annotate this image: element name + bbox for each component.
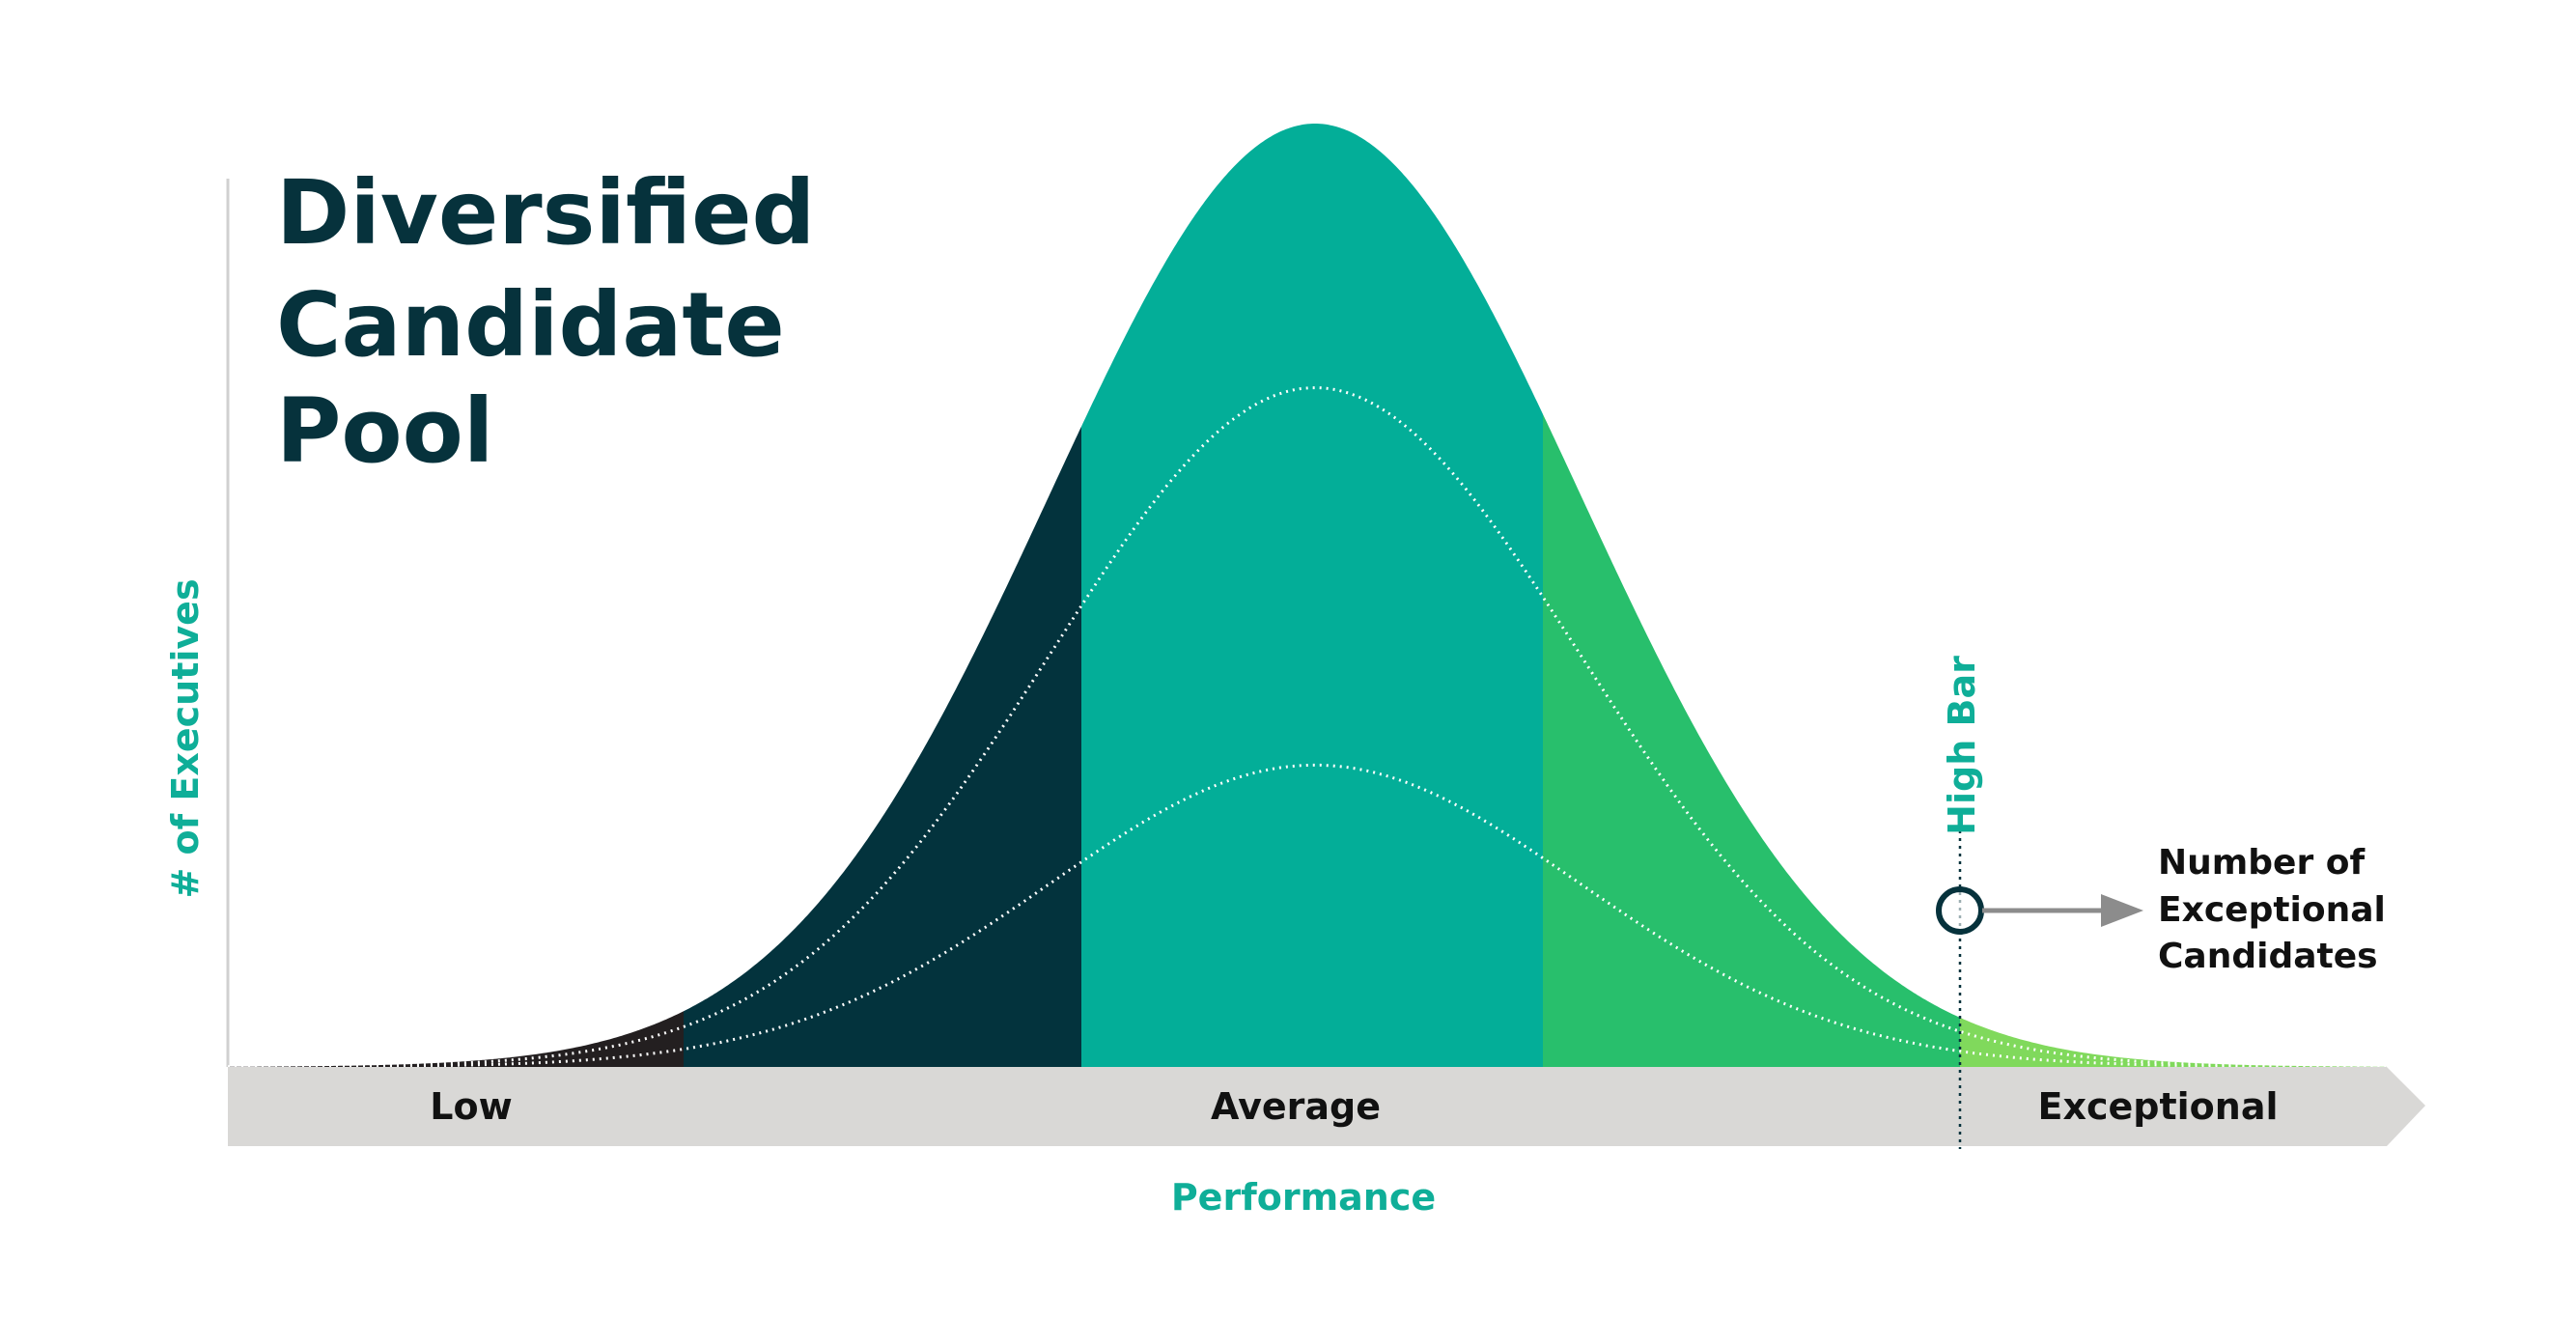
performance-axis-band bbox=[228, 1067, 2425, 1146]
x-category-low: Low bbox=[430, 1085, 512, 1128]
callout-line-3: Candidates bbox=[2158, 937, 2378, 976]
curve-segment-1 bbox=[228, 1011, 684, 1067]
curve-segment-3 bbox=[1081, 124, 1543, 1067]
x-category-average: Average bbox=[1211, 1085, 1381, 1128]
callout-arrow-head bbox=[2101, 894, 2143, 927]
x-category-exceptional: Exceptional bbox=[2038, 1085, 2279, 1128]
callout-line-1: Number of bbox=[2158, 843, 2365, 883]
callout-line-2: Exceptional bbox=[2158, 890, 2386, 930]
curve-segment-4 bbox=[1543, 414, 1960, 1067]
high-bar-marker bbox=[1936, 886, 1984, 935]
high-bar-label: High Bar bbox=[1941, 656, 1983, 835]
curve-segment-2 bbox=[684, 426, 1081, 1067]
y-axis-label: # of Executives bbox=[164, 578, 207, 898]
chart-title-line-2: Candidate bbox=[276, 273, 785, 377]
curve-segments bbox=[228, 124, 2387, 1067]
chart-title-line-1: Diversified bbox=[276, 161, 815, 265]
curve-segment-5 bbox=[1960, 1017, 2387, 1067]
x-axis-label: Performance bbox=[1171, 1176, 1436, 1219]
chart-title-line-3: Pool bbox=[276, 379, 493, 483]
dotted-curves bbox=[228, 386, 2387, 1069]
dotted-curve-2 bbox=[228, 763, 2387, 1069]
dotted-curve-1 bbox=[228, 386, 2387, 1069]
